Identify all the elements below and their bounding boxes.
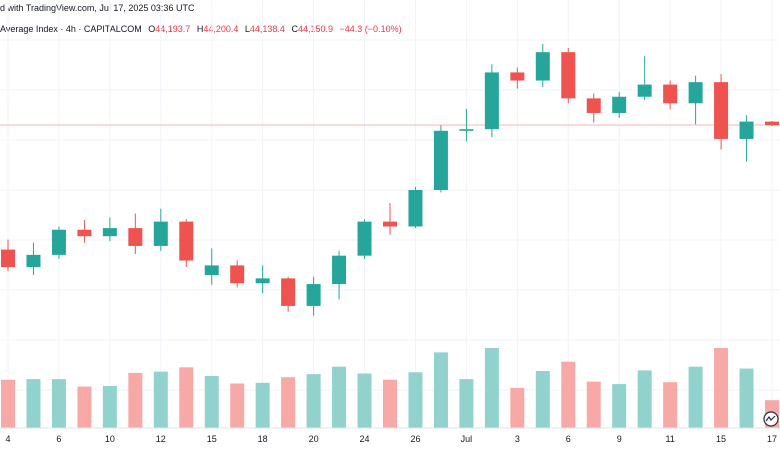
x-tick-label: 15	[207, 434, 217, 444]
x-tick-label: 3	[515, 434, 520, 444]
candle-body	[77, 229, 92, 237]
volume-bar	[0, 379, 16, 428]
candle-body	[179, 221, 194, 261]
symbol-label: Average Index · 4h · CAPITALCOM	[0, 24, 142, 34]
volume-bar	[230, 383, 245, 428]
header-legend: Average Index · 4h · CAPITALCOM O44,193.…	[0, 24, 402, 34]
volume-bar	[332, 366, 347, 428]
volume-bar	[306, 374, 321, 428]
x-tick-label: 20	[309, 434, 319, 444]
volume-bar	[102, 385, 117, 428]
candle-body	[663, 84, 678, 104]
tradingview-logo-icon[interactable]	[763, 411, 779, 427]
candle-body	[51, 229, 66, 255]
candle-body	[281, 278, 296, 306]
candle-body	[484, 72, 499, 130]
close-value: 44,150.9	[297, 24, 334, 34]
volume-bar	[433, 352, 448, 428]
x-tick-label: 12	[156, 434, 166, 444]
candle-body	[306, 284, 321, 306]
volume-bar	[204, 376, 219, 428]
low-value: 44,138.4	[249, 24, 285, 34]
volume-bar	[561, 361, 576, 428]
high-label: H	[196, 24, 204, 34]
volume-bar	[612, 384, 627, 428]
volume-bars	[0, 348, 780, 428]
candle-body	[332, 255, 347, 285]
volume-bar	[663, 382, 678, 428]
volume-bar	[637, 370, 652, 428]
volume-bar	[408, 372, 423, 428]
x-tick-label: 6	[566, 434, 571, 444]
open-label: O	[148, 24, 156, 34]
volume-bar	[153, 371, 168, 428]
candle-body	[535, 52, 550, 81]
volume-bar	[714, 348, 729, 428]
candle-body	[739, 121, 754, 139]
volume-bar	[382, 379, 398, 428]
volume-bar	[586, 381, 601, 428]
candle-body	[128, 228, 143, 246]
candle-body	[408, 190, 423, 227]
candle-body	[510, 72, 525, 81]
candle-body	[433, 130, 448, 190]
x-tick-label: 10	[105, 434, 115, 444]
volume-bar	[510, 387, 525, 428]
volume-bar	[357, 373, 372, 428]
x-tick-label: Jul	[461, 434, 473, 444]
open-value: 44,193.7	[155, 24, 191, 34]
candle-body	[230, 265, 245, 284]
x-tick-label: 6	[56, 434, 61, 444]
x-tick-label: 18	[258, 434, 268, 444]
volume-bar	[459, 379, 474, 428]
header-watermark: d with TradingView.com, Jul 17, 2025 03:…	[0, 3, 195, 13]
volume-bar	[51, 379, 66, 428]
candle-body	[459, 129, 474, 131]
x-tick-label: 24	[360, 434, 370, 444]
candle-body	[586, 98, 601, 113]
x-tick-label: 15	[716, 434, 726, 444]
candle-body	[382, 221, 398, 227]
high-value: 44,200.4	[203, 24, 239, 34]
volume-bar	[77, 386, 92, 428]
volume-bar	[484, 348, 499, 428]
volume-bar	[128, 372, 143, 428]
x-tick-label: 9	[617, 434, 622, 444]
volume-bar	[281, 377, 296, 428]
volume-bar	[739, 368, 754, 428]
volume-bar	[255, 382, 270, 428]
change-value: −44.3 (−0.10%)	[339, 24, 402, 34]
candle-body	[764, 121, 780, 126]
volume-bar	[179, 367, 194, 428]
candle-body	[0, 249, 16, 268]
time-axis: 4 6 10 12 15 18 20 24 26 Jul 3 6 9 11 15 17	[5, 434, 777, 444]
candle-body	[612, 96, 627, 113]
close-label: C	[291, 24, 298, 34]
volume-bar	[26, 379, 41, 428]
candle-body	[357, 221, 372, 256]
candle-body	[561, 52, 576, 99]
candle-body	[637, 84, 652, 97]
volume-bar	[688, 366, 703, 428]
candle-body	[255, 278, 270, 284]
candles	[0, 44, 780, 316]
x-tick-label: 17	[767, 434, 777, 444]
candle-body	[714, 82, 729, 139]
candle-body	[153, 221, 168, 246]
candle-body	[204, 265, 219, 276]
x-tick-label: 26	[410, 434, 420, 444]
candle-body	[102, 228, 117, 237]
x-tick-label: 11	[665, 434, 674, 444]
volume-bar	[535, 371, 550, 428]
candle-body	[26, 254, 41, 268]
x-tick-label: 4	[5, 434, 10, 444]
candle-body	[688, 82, 703, 104]
low-label: L	[244, 24, 250, 34]
